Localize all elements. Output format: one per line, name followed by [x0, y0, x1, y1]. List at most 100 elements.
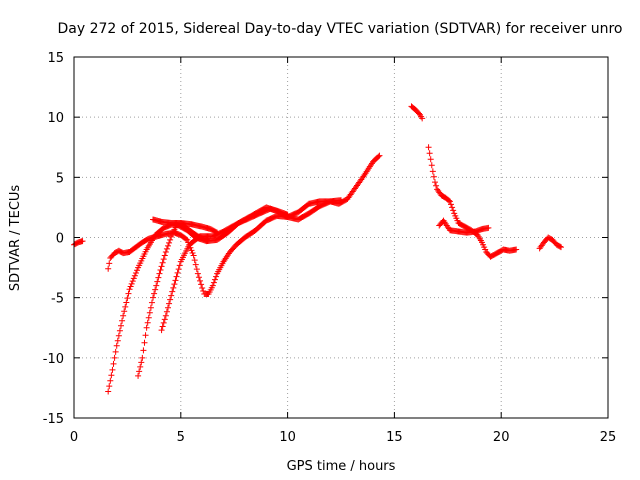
- x-tick-label: 25: [600, 430, 617, 445]
- data-point: [157, 266, 164, 273]
- data-point: [198, 281, 205, 288]
- data-point: [558, 244, 565, 251]
- data-point: [105, 265, 112, 272]
- x-tick-label: 20: [493, 430, 510, 445]
- data-point: [117, 322, 124, 329]
- data-point: [137, 363, 144, 370]
- data-point: [199, 285, 206, 292]
- x-tick-label: 10: [279, 430, 296, 445]
- data-point: [128, 280, 135, 287]
- data-point: [119, 317, 126, 324]
- y-tick-label: 10: [47, 111, 64, 126]
- data-point: [194, 270, 201, 277]
- data-point: [106, 383, 113, 390]
- data-point: [190, 252, 197, 259]
- data-point: [113, 342, 120, 349]
- data-series: [105, 152, 383, 298]
- data-point: [135, 372, 142, 379]
- data-point: [446, 198, 453, 205]
- data-point: [192, 261, 199, 268]
- data-point: [126, 286, 133, 293]
- data-point: [124, 295, 131, 302]
- data-point: [152, 286, 159, 293]
- data-point: [189, 249, 196, 256]
- data-point: [211, 276, 218, 283]
- data-point: [168, 233, 175, 240]
- data-point: [154, 278, 161, 285]
- data-point: [138, 359, 145, 366]
- data-point: [556, 243, 563, 250]
- data-point: [197, 277, 204, 284]
- data-point: [184, 236, 191, 243]
- data-point: [161, 316, 168, 323]
- data-point: [167, 296, 174, 303]
- data-point: [141, 339, 148, 346]
- data-point: [209, 282, 216, 289]
- data-point: [132, 269, 139, 276]
- data-point: [419, 115, 426, 122]
- data-point: [213, 229, 220, 236]
- data-point: [159, 259, 166, 266]
- data-point: [109, 366, 116, 373]
- data-point: [175, 266, 182, 273]
- data-point: [111, 354, 118, 361]
- data-point: [195, 274, 202, 281]
- data-point: [161, 252, 168, 259]
- data-point: [375, 153, 382, 160]
- data-point: [114, 337, 121, 344]
- data-point: [142, 332, 149, 339]
- data-point: [425, 144, 432, 151]
- data-point: [376, 152, 383, 159]
- data-point: [140, 347, 147, 354]
- data-point: [213, 273, 220, 280]
- data-point: [150, 294, 157, 301]
- data-point: [174, 269, 181, 276]
- data-point: [112, 348, 119, 355]
- y-tick-label: 15: [47, 51, 64, 66]
- data-point: [169, 288, 176, 295]
- data-point: [122, 303, 129, 310]
- data-point: [153, 282, 160, 289]
- data-point: [428, 162, 435, 169]
- data-point: [160, 319, 167, 326]
- data-point: [163, 245, 170, 252]
- data-point: [188, 247, 195, 254]
- data-point: [116, 327, 123, 334]
- data-point: [129, 278, 136, 285]
- data-point: [448, 201, 455, 208]
- data-point: [485, 224, 492, 231]
- data-point: [338, 197, 344, 204]
- data-point: [171, 281, 178, 288]
- data-point: [147, 304, 154, 311]
- data-point: [162, 312, 169, 319]
- data-point: [214, 229, 221, 236]
- data-series: [425, 144, 520, 260]
- data-point: [151, 290, 158, 297]
- data-series: [436, 217, 492, 236]
- data-point: [158, 263, 165, 270]
- data-point: [145, 314, 152, 321]
- data-point: [108, 372, 115, 379]
- data-point: [166, 239, 173, 246]
- data-point: [162, 248, 169, 255]
- data-point: [183, 236, 190, 243]
- data-point: [130, 275, 137, 282]
- y-tick-label: 5: [56, 171, 64, 186]
- data-point: [115, 332, 122, 339]
- data-point: [155, 274, 162, 281]
- data-point: [148, 299, 155, 306]
- data-point: [105, 388, 112, 395]
- data-point: [191, 257, 198, 264]
- x-tick-label: 5: [177, 430, 185, 445]
- data-point: [167, 236, 174, 243]
- axis-ticks: 0 5 10 15 20 25 -15 -10 -5 0 5 10 15: [43, 51, 617, 445]
- data-point: [164, 304, 171, 311]
- data-point: [450, 207, 457, 214]
- data-series: [71, 238, 86, 248]
- data-point: [193, 266, 200, 273]
- data-point: [79, 238, 86, 245]
- data-point: [120, 312, 127, 319]
- data-point: [136, 368, 143, 375]
- data-point: [163, 308, 170, 315]
